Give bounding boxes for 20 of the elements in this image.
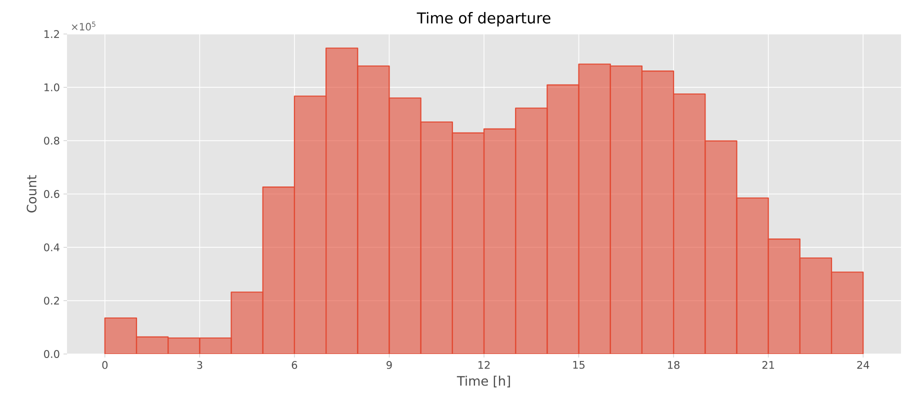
- y-tick-label: 0.4: [44, 243, 60, 252]
- x-tick-label: 21: [762, 361, 774, 369]
- chart-title: Time of departure: [416, 12, 550, 26]
- x-tick-label: 24: [857, 361, 870, 369]
- x-axis-title: Time [h]: [456, 376, 510, 388]
- y-axis-title: Count: [26, 175, 37, 212]
- y-tick-label: 0.8: [44, 136, 60, 145]
- y-tick-label: 0.6: [44, 190, 60, 198]
- y-tick-label: 0.2: [44, 296, 59, 305]
- x-tick-label: 6: [292, 361, 298, 369]
- x-tick-label: 12: [478, 361, 490, 369]
- y-tick-label: 0.0: [44, 350, 60, 358]
- y-tick-label: 1.0: [44, 83, 60, 92]
- x-tick-label: 0: [102, 361, 108, 369]
- x-tick-label: 9: [386, 361, 392, 369]
- x-tick-label: 3: [197, 361, 202, 369]
- y-tick-label: 1.2: [44, 30, 59, 38]
- text: ×10$^{5}$: [72, 22, 96, 30]
- x-tick-label: 15: [573, 361, 585, 369]
- x-tick-label: 18: [668, 361, 680, 369]
